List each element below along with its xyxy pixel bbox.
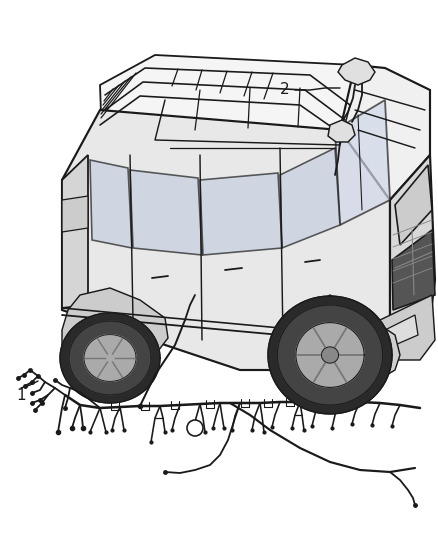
Polygon shape — [338, 58, 375, 85]
Polygon shape — [62, 288, 168, 365]
Text: 2: 2 — [280, 83, 290, 98]
Polygon shape — [90, 160, 132, 248]
Polygon shape — [392, 230, 435, 310]
Text: 1: 1 — [16, 387, 26, 402]
Polygon shape — [395, 165, 432, 245]
Polygon shape — [340, 65, 430, 200]
Polygon shape — [296, 322, 364, 387]
Polygon shape — [328, 120, 355, 142]
Polygon shape — [60, 313, 160, 403]
Polygon shape — [62, 155, 88, 308]
Polygon shape — [69, 321, 151, 395]
Polygon shape — [84, 335, 136, 382]
Polygon shape — [280, 148, 340, 248]
Polygon shape — [270, 295, 400, 390]
Polygon shape — [200, 173, 282, 255]
Polygon shape — [335, 100, 390, 225]
Polygon shape — [390, 155, 435, 340]
Polygon shape — [268, 296, 392, 414]
Polygon shape — [100, 55, 385, 230]
Polygon shape — [277, 305, 383, 405]
Polygon shape — [130, 170, 202, 255]
Polygon shape — [62, 110, 390, 370]
Polygon shape — [385, 315, 418, 348]
Polygon shape — [380, 295, 435, 360]
Polygon shape — [62, 196, 88, 232]
Circle shape — [187, 420, 203, 436]
Polygon shape — [321, 347, 339, 363]
